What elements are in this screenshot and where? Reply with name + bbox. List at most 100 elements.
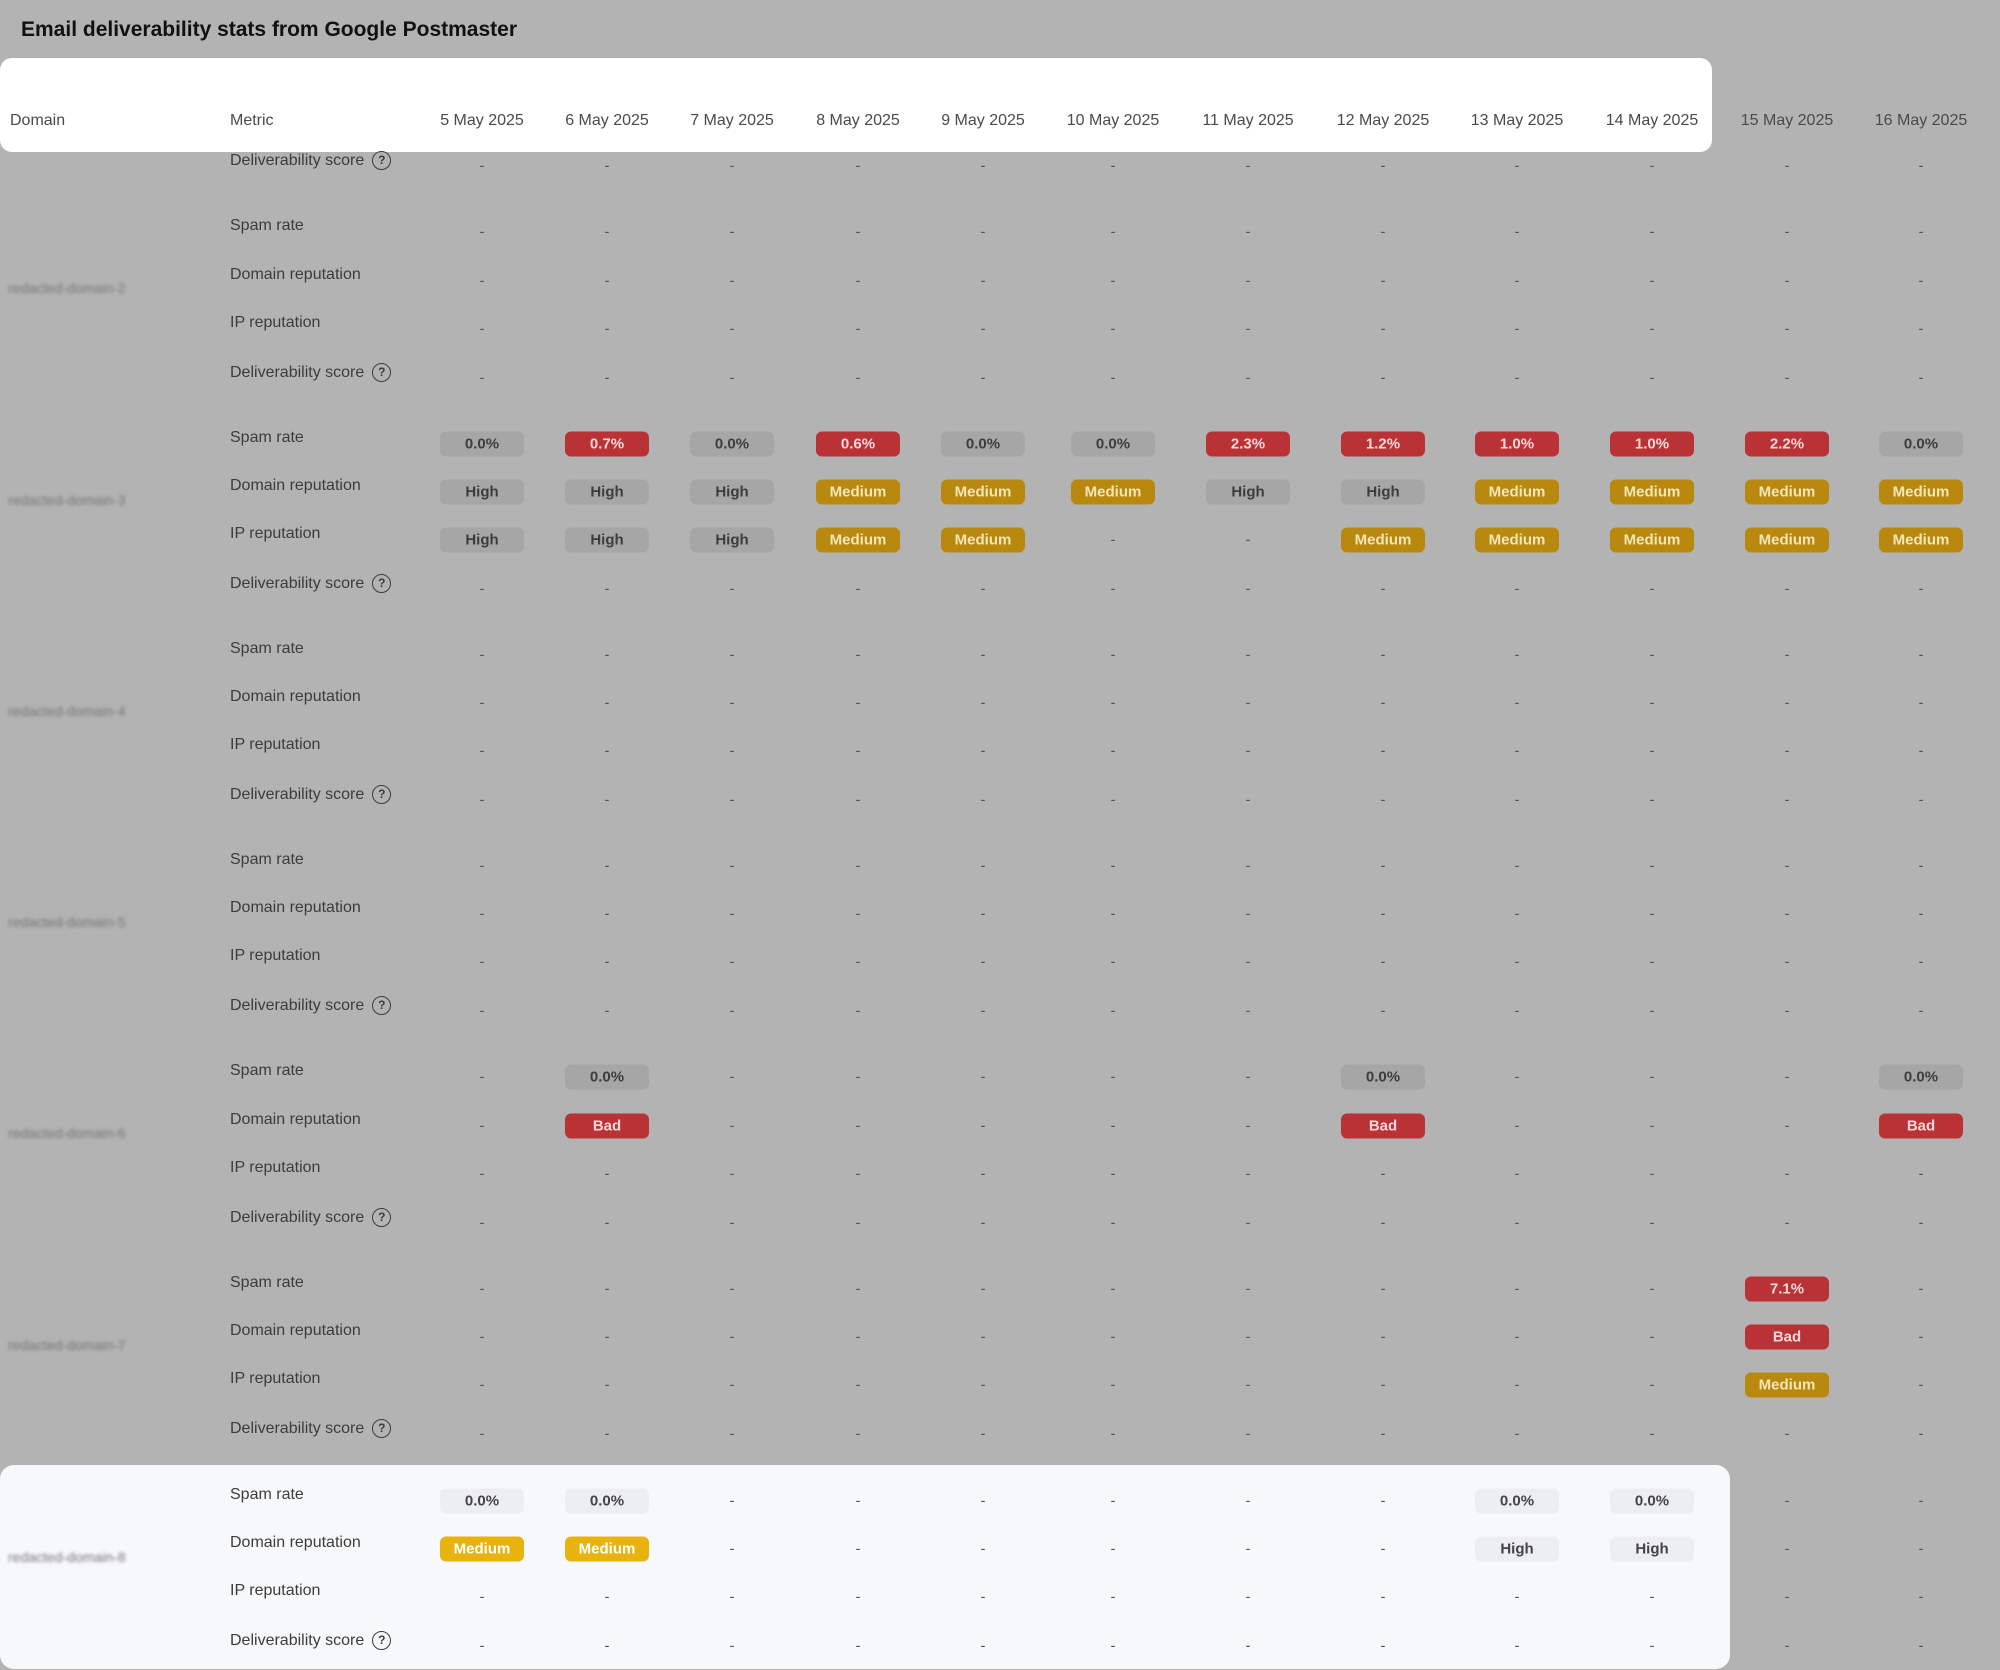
- empty-value: -: [1514, 1328, 1520, 1346]
- empty-cell: -: [605, 1589, 610, 1606]
- value-cell: Medium: [565, 1536, 649, 1562]
- empty-cell: -: [1650, 321, 1655, 338]
- empty-value: -: [479, 694, 485, 712]
- empty-cell: -: [1381, 1589, 1386, 1606]
- empty-cell: -: [605, 273, 610, 290]
- last-group-highlight: [0, 1465, 1730, 1669]
- empty-cell: -: [1381, 158, 1386, 175]
- empty-value: -: [1918, 1214, 1924, 1232]
- empty-cell: -: [480, 370, 485, 387]
- empty-value: -: [479, 223, 485, 241]
- help-icon[interactable]: ?: [372, 151, 392, 170]
- help-icon[interactable]: ?: [372, 785, 392, 804]
- empty-value: -: [1110, 157, 1116, 175]
- help-icon[interactable]: ?: [372, 1419, 392, 1438]
- empty-value: -: [1514, 223, 1520, 241]
- value-cell: 2.3%: [1206, 431, 1290, 457]
- value-cell: 0.0%: [1341, 1064, 1425, 1090]
- status-badge: 0.0%: [440, 431, 524, 457]
- empty-cell: -: [856, 321, 861, 338]
- empty-cell: -: [1246, 1541, 1251, 1558]
- empty-value: -: [1245, 857, 1251, 875]
- empty-value: -: [855, 1328, 861, 1346]
- empty-cell: -: [1650, 1118, 1655, 1135]
- empty-cell: -: [730, 792, 735, 809]
- empty-cell: -: [480, 158, 485, 175]
- empty-cell: -: [480, 1638, 485, 1655]
- empty-cell: -: [605, 1329, 610, 1346]
- empty-value: -: [1245, 1165, 1251, 1183]
- empty-value: -: [855, 157, 861, 175]
- empty-cell: -: [1785, 1541, 1790, 1558]
- value-cell: High: [565, 527, 649, 553]
- empty-cell: -: [1785, 695, 1790, 712]
- empty-cell: -: [981, 224, 986, 241]
- empty-cell: -: [1919, 1638, 1924, 1655]
- help-icon[interactable]: ?: [372, 574, 392, 593]
- metric-label-text: Deliverability score: [230, 1419, 365, 1437]
- empty-cell: -: [1111, 273, 1116, 290]
- empty-cell: -: [480, 1069, 485, 1086]
- empty-cell: -: [1919, 954, 1924, 971]
- empty-value: -: [1784, 1540, 1790, 1558]
- empty-value: -: [855, 1280, 861, 1298]
- help-icon[interactable]: ?: [372, 996, 392, 1015]
- empty-value: -: [1110, 1002, 1116, 1020]
- empty-value: -: [1649, 157, 1655, 175]
- metric-label-text: Spam rate: [230, 1486, 304, 1503]
- empty-cell: -: [856, 1493, 861, 1510]
- empty-cell: -: [1919, 1281, 1924, 1298]
- empty-cell: -: [1381, 743, 1386, 760]
- empty-value: -: [479, 857, 485, 875]
- help-icon[interactable]: ?: [372, 363, 392, 382]
- empty-value: -: [1784, 272, 1790, 290]
- metric-label-text: IP reputation: [230, 525, 321, 542]
- empty-value: -: [855, 369, 861, 387]
- domain-name-redacted: redacted-domain-7: [8, 1336, 126, 1353]
- empty-cell: -: [1650, 224, 1655, 241]
- empty-cell: -: [605, 1003, 610, 1020]
- metric-label: Spam rate: [230, 1486, 304, 1504]
- help-icon[interactable]: ?: [372, 1631, 392, 1650]
- empty-value: -: [729, 1540, 735, 1558]
- empty-value: -: [1380, 791, 1386, 809]
- empty-cell: -: [1919, 1003, 1924, 1020]
- value-cell: High: [440, 479, 524, 505]
- empty-cell: -: [1919, 695, 1924, 712]
- empty-value: -: [1245, 1328, 1251, 1346]
- empty-cell: -: [856, 1377, 861, 1394]
- empty-cell: -: [1919, 581, 1924, 598]
- empty-value: -: [729, 1328, 735, 1346]
- value-cell: Medium: [816, 479, 900, 505]
- empty-cell: -: [1381, 792, 1386, 809]
- empty-value: -: [1380, 1165, 1386, 1183]
- empty-cell: -: [730, 954, 735, 971]
- empty-cell: -: [1111, 647, 1116, 664]
- metric-label: Spam rate: [230, 640, 304, 658]
- empty-value: -: [1380, 1588, 1386, 1606]
- empty-cell: -: [1515, 1215, 1520, 1232]
- column-header-date: 6 May 2025: [565, 112, 649, 129]
- value-cell: Medium: [1745, 1372, 1829, 1398]
- empty-value: -: [1245, 1588, 1251, 1606]
- metric-label: IP reputation: [230, 525, 320, 543]
- empty-cell: -: [1381, 858, 1386, 875]
- empty-cell: -: [1381, 1215, 1386, 1232]
- empty-cell: -: [1515, 1377, 1520, 1394]
- metric-label: Deliverability score?: [230, 1419, 392, 1438]
- empty-value: -: [1649, 272, 1655, 290]
- empty-cell: -: [730, 1377, 735, 1394]
- empty-value: -: [1245, 1540, 1251, 1558]
- empty-value: -: [855, 857, 861, 875]
- empty-value: -: [604, 580, 610, 598]
- empty-value: -: [1918, 694, 1924, 712]
- empty-cell: -: [981, 158, 986, 175]
- empty-value: -: [604, 1376, 610, 1394]
- empty-value: -: [604, 1328, 610, 1346]
- help-icon[interactable]: ?: [372, 1208, 392, 1227]
- value-cell: Medium: [1341, 527, 1425, 553]
- empty-value: -: [1245, 272, 1251, 290]
- empty-cell: -: [856, 1281, 861, 1298]
- status-badge: Medium: [1071, 479, 1155, 505]
- empty-cell: -: [1111, 792, 1116, 809]
